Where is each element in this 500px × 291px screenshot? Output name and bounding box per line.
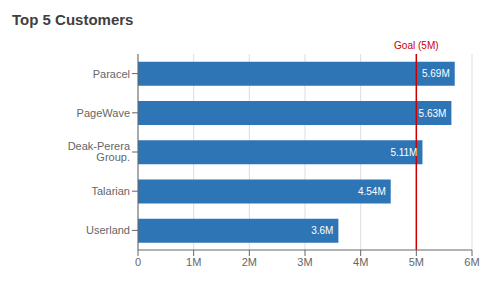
html-text:Top 5 Customers: Top 5 Customers — [12, 11, 134, 28]
svg-text:Paracel: Paracel — [93, 68, 130, 80]
svg-text:3.6M: 3.6M — [311, 225, 333, 236]
svg-text:5.63M: 5.63M — [419, 108, 447, 119]
svg-text:3M: 3M — [297, 256, 312, 268]
svg-text:Userland: Userland — [86, 224, 130, 236]
svg-text:4M: 4M — [353, 256, 368, 268]
svg-text:Deak-PereraGroup.: Deak-PereraGroup. — [68, 140, 131, 163]
svg-text:1M: 1M — [186, 256, 201, 268]
svg-text:Goal (5M): Goal (5M) — [394, 40, 438, 51]
svg-text:Talarian: Talarian — [91, 185, 130, 197]
svg-text:PageWave: PageWave — [77, 107, 130, 119]
svg-text:2M: 2M — [242, 256, 257, 268]
svg-text:5.11M: 5.11M — [390, 147, 417, 158]
svg-text:6M: 6M — [464, 256, 479, 268]
svg-text:0: 0 — [135, 256, 141, 268]
svg-text:4.54M: 4.54M — [358, 186, 386, 197]
svg-text:5M: 5M — [409, 256, 424, 268]
svg-text:5.69M: 5.69M — [422, 68, 450, 79]
